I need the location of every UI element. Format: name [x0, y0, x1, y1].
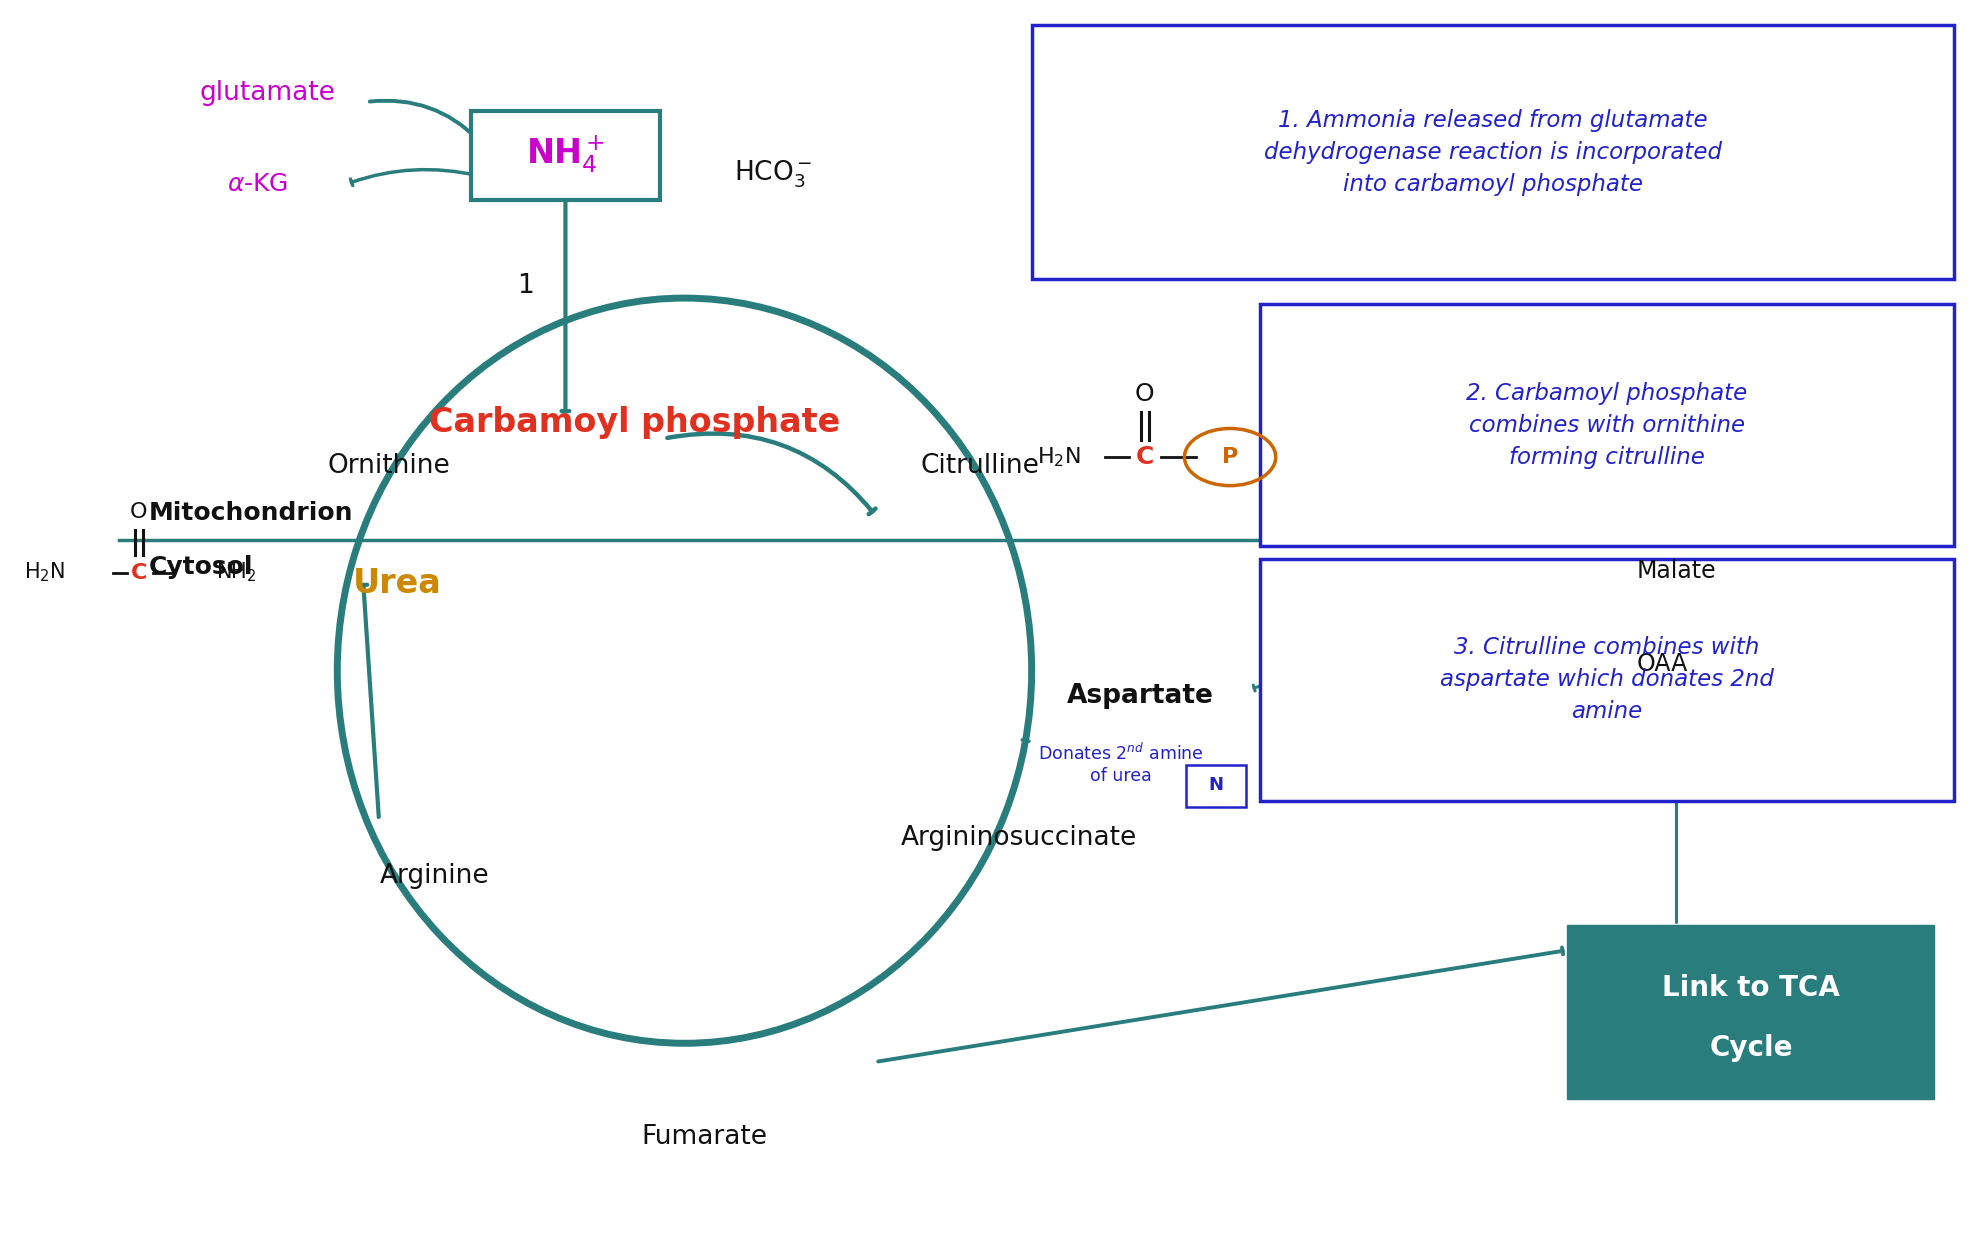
- FancyBboxPatch shape: [470, 111, 659, 200]
- Text: OAA: OAA: [1637, 652, 1688, 677]
- Text: N: N: [1208, 776, 1224, 794]
- FancyBboxPatch shape: [1567, 925, 1934, 1099]
- Text: glutamate: glutamate: [200, 81, 335, 106]
- FancyBboxPatch shape: [1032, 25, 1954, 279]
- Text: $\alpha$-KG: $\alpha$-KG: [228, 171, 288, 196]
- FancyBboxPatch shape: [1186, 765, 1246, 807]
- Text: P: P: [1222, 447, 1238, 467]
- Text: Link to TCA: Link to TCA: [1663, 974, 1839, 1002]
- Text: 1: 1: [518, 273, 534, 298]
- Text: Donates 2$^{nd}$ amine
of urea: Donates 2$^{nd}$ amine of urea: [1038, 743, 1204, 785]
- FancyBboxPatch shape: [1260, 304, 1954, 546]
- Text: Carbamoyl phosphate: Carbamoyl phosphate: [429, 406, 841, 438]
- Text: Cycle: Cycle: [1708, 1033, 1794, 1062]
- Text: Arginine: Arginine: [379, 863, 490, 888]
- Text: O: O: [131, 502, 147, 522]
- Text: Cytosol: Cytosol: [149, 555, 254, 579]
- Text: Urea: Urea: [353, 568, 440, 600]
- Text: H$_2$N: H$_2$N: [1038, 445, 1081, 469]
- Text: Aspartate: Aspartate: [1067, 683, 1214, 708]
- FancyBboxPatch shape: [1260, 559, 1954, 801]
- Text: Citrulline: Citrulline: [921, 453, 1040, 478]
- Text: H$_2$N: H$_2$N: [24, 560, 65, 585]
- Text: O: O: [1135, 381, 1155, 406]
- Text: HCO$_3^-$: HCO$_3^-$: [734, 158, 813, 190]
- Text: 3. Citrulline combines with
aspartate which donates 2nd
amine: 3. Citrulline combines with aspartate wh…: [1440, 636, 1774, 724]
- Text: C: C: [131, 563, 147, 582]
- Text: NH$_2$: NH$_2$: [216, 560, 256, 585]
- Text: Argininosuccinate: Argininosuccinate: [901, 826, 1137, 851]
- Text: 1. Ammonia released from glutamate
dehydrogenase reaction is incorporated
into c: 1. Ammonia released from glutamate dehyd…: [1264, 108, 1722, 196]
- Text: NH$_4^+$: NH$_4^+$: [526, 134, 605, 176]
- Text: Fumarate: Fumarate: [641, 1124, 768, 1150]
- Text: Malate: Malate: [1637, 559, 1716, 584]
- Text: C: C: [1135, 445, 1155, 469]
- Text: Mitochondrion: Mitochondrion: [149, 502, 353, 525]
- Text: Ornithine: Ornithine: [327, 453, 450, 478]
- Text: 2. Carbamoyl phosphate
combines with ornithine
forming citrulline: 2. Carbamoyl phosphate combines with orn…: [1466, 381, 1748, 469]
